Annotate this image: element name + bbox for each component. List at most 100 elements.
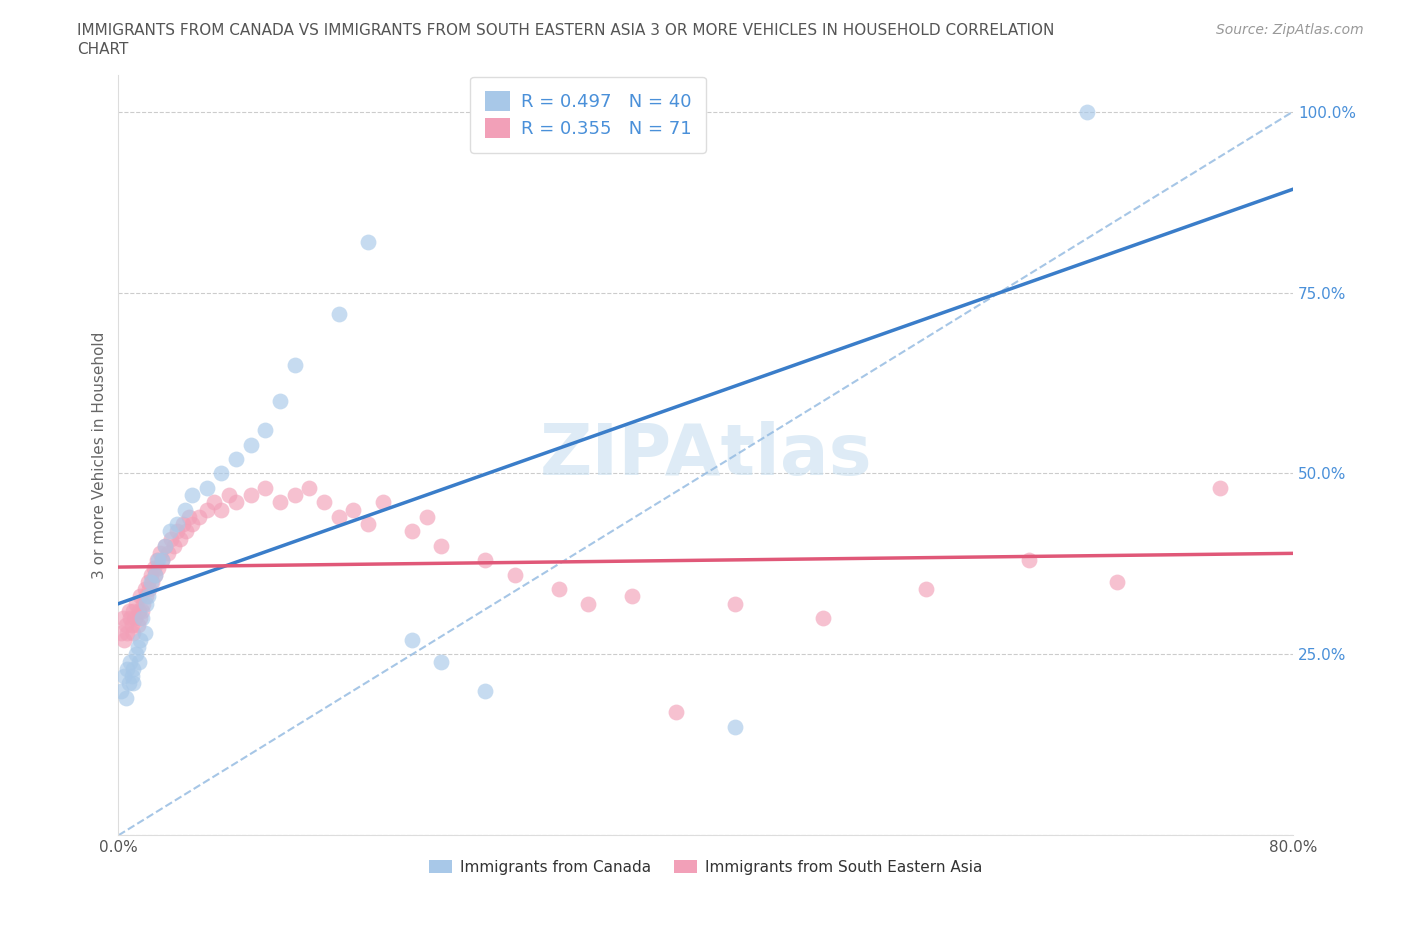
Point bbox=[357, 234, 380, 249]
Point bbox=[146, 560, 169, 575]
Point bbox=[430, 538, 453, 553]
Point bbox=[177, 510, 200, 525]
Point bbox=[312, 495, 335, 510]
Text: IMMIGRANTS FROM CANADA VS IMMIGRANTS FROM SOUTH EASTERN ASIA 3 OR MORE VEHICLES : IMMIGRANTS FROM CANADA VS IMMIGRANTS FRO… bbox=[77, 23, 1054, 38]
Point bbox=[127, 618, 149, 633]
Point bbox=[120, 654, 142, 669]
Point bbox=[157, 546, 180, 561]
Point bbox=[269, 393, 291, 408]
Point bbox=[209, 502, 232, 517]
Point bbox=[254, 422, 277, 437]
Point bbox=[110, 625, 132, 640]
Point bbox=[155, 538, 177, 553]
Point bbox=[139, 567, 162, 582]
Point bbox=[576, 596, 599, 611]
Point bbox=[503, 567, 526, 582]
Point bbox=[180, 487, 202, 502]
Point bbox=[125, 647, 148, 662]
Point bbox=[195, 481, 218, 496]
Point bbox=[284, 357, 307, 372]
Point bbox=[269, 495, 291, 510]
Point bbox=[724, 719, 747, 734]
Point bbox=[143, 567, 166, 582]
Point bbox=[152, 552, 174, 567]
Point bbox=[155, 538, 177, 553]
Point bbox=[135, 596, 157, 611]
Point bbox=[117, 661, 139, 676]
Point bbox=[1018, 552, 1040, 567]
Point bbox=[1076, 104, 1098, 119]
Point bbox=[621, 589, 644, 604]
Point bbox=[328, 510, 350, 525]
Point bbox=[209, 466, 232, 481]
Point bbox=[239, 437, 262, 452]
Point bbox=[180, 517, 202, 532]
Point bbox=[111, 611, 134, 626]
Point bbox=[166, 524, 188, 538]
Point bbox=[284, 487, 307, 502]
Point bbox=[131, 611, 153, 626]
Point bbox=[163, 538, 186, 553]
Point bbox=[128, 604, 150, 618]
Point bbox=[146, 552, 169, 567]
Point bbox=[724, 596, 747, 611]
Point bbox=[132, 596, 155, 611]
Point bbox=[124, 611, 146, 626]
Point bbox=[401, 632, 423, 647]
Point bbox=[129, 589, 152, 604]
Point bbox=[125, 596, 148, 611]
Point bbox=[131, 604, 153, 618]
Point bbox=[122, 604, 145, 618]
Point bbox=[416, 510, 439, 525]
Point bbox=[129, 632, 152, 647]
Point bbox=[172, 517, 194, 532]
Point bbox=[118, 676, 141, 691]
Point bbox=[128, 654, 150, 669]
Point bbox=[121, 618, 143, 633]
Text: Source: ZipAtlas.com: Source: ZipAtlas.com bbox=[1216, 23, 1364, 37]
Point bbox=[134, 625, 156, 640]
Point bbox=[114, 690, 136, 705]
Point bbox=[371, 495, 394, 510]
Point bbox=[1105, 575, 1128, 590]
Point bbox=[136, 589, 159, 604]
Point bbox=[195, 502, 218, 517]
Point bbox=[122, 676, 145, 691]
Point bbox=[112, 669, 135, 684]
Point bbox=[159, 524, 181, 538]
Point bbox=[120, 611, 142, 626]
Point bbox=[202, 495, 225, 510]
Point bbox=[122, 661, 145, 676]
Point bbox=[174, 524, 197, 538]
Point bbox=[138, 582, 160, 597]
Point bbox=[118, 604, 141, 618]
Point bbox=[218, 487, 240, 502]
Point bbox=[173, 502, 195, 517]
Point bbox=[136, 575, 159, 590]
Point bbox=[141, 575, 163, 590]
Point bbox=[166, 517, 188, 532]
Point bbox=[148, 546, 170, 561]
Point bbox=[134, 582, 156, 597]
Point bbox=[1208, 481, 1230, 496]
Point bbox=[225, 495, 247, 510]
Point bbox=[135, 589, 157, 604]
Point bbox=[328, 307, 350, 322]
Text: CHART: CHART bbox=[77, 42, 129, 57]
Point bbox=[665, 705, 688, 720]
Point bbox=[298, 481, 321, 496]
Point bbox=[152, 552, 174, 567]
Point bbox=[188, 510, 211, 525]
Point bbox=[160, 531, 183, 546]
Point bbox=[121, 669, 143, 684]
Point bbox=[110, 684, 132, 698]
Point bbox=[474, 552, 496, 567]
Point bbox=[548, 582, 571, 597]
Point bbox=[811, 611, 834, 626]
Point bbox=[401, 524, 423, 538]
Point bbox=[430, 654, 453, 669]
Point bbox=[239, 487, 262, 502]
Point bbox=[117, 625, 139, 640]
Point bbox=[474, 684, 496, 698]
Point bbox=[142, 560, 165, 575]
